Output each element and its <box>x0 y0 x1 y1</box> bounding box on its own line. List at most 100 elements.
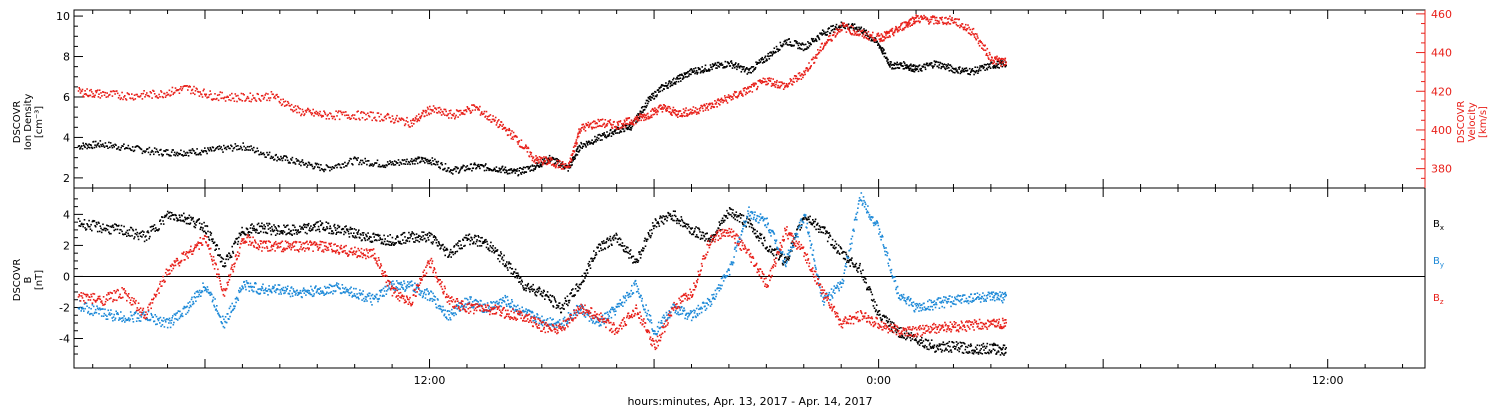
data-point-ion-density <box>985 67 988 70</box>
data-point-bx <box>249 231 251 233</box>
data-point-ion-density <box>300 164 302 167</box>
data-point-velocity <box>901 29 903 32</box>
data-point-ion-density <box>260 153 263 156</box>
data-point-bx <box>966 346 969 349</box>
data-point-ion-density <box>457 167 459 169</box>
data-point-bx <box>889 324 891 327</box>
data-point-ion-density <box>797 47 799 50</box>
data-point-velocity <box>465 109 467 111</box>
data-point-bx <box>359 237 361 239</box>
data-point-velocity <box>393 121 396 124</box>
data-point-bx <box>94 225 97 228</box>
data-point-velocity <box>766 77 769 80</box>
data-point-ion-density <box>938 64 941 66</box>
data-point-ion-density <box>731 62 733 64</box>
data-point-bx <box>954 348 957 350</box>
data-point-bx <box>663 215 665 218</box>
data-point-velocity <box>563 163 565 165</box>
data-point-bx <box>628 257 630 259</box>
data-point-bx <box>470 237 473 239</box>
data-point-ion-density <box>697 71 699 74</box>
data-point-ion-density <box>595 140 597 143</box>
data-point-ion-density <box>951 67 954 69</box>
data-point-bx <box>675 215 677 218</box>
data-point-velocity <box>131 97 134 100</box>
data-point-velocity <box>389 117 391 119</box>
data-point-bx <box>396 235 399 237</box>
data-point-ion-density <box>958 68 960 70</box>
data-point-velocity <box>759 79 761 81</box>
data-point-bx <box>522 287 525 289</box>
data-point-bx <box>287 232 290 234</box>
data-point-bx <box>735 211 738 213</box>
data-point-bx <box>795 234 797 236</box>
data-point-ion-density <box>523 172 525 174</box>
data-point-ion-density <box>984 69 986 71</box>
data-point-ion-density <box>430 163 433 166</box>
data-point-velocity <box>796 77 799 80</box>
data-point-bx <box>935 350 937 352</box>
data-point-bx <box>187 217 190 219</box>
data-point-bx <box>722 221 725 223</box>
data-point-bx <box>593 257 596 260</box>
data-point-bx <box>694 227 696 230</box>
data-point-bx <box>85 228 88 230</box>
data-point-velocity <box>307 108 310 111</box>
data-point-bx <box>309 227 311 229</box>
data-point-bx <box>708 237 711 240</box>
data-point-velocity <box>580 127 583 129</box>
data-point-velocity <box>326 115 329 117</box>
data-point-ion-density <box>581 147 583 149</box>
data-point-velocity <box>425 111 427 114</box>
data-point-velocity <box>582 123 585 126</box>
data-point-bx <box>748 225 751 228</box>
data-point-bx <box>237 240 240 243</box>
data-point-velocity <box>252 94 254 97</box>
data-point-velocity <box>133 94 136 96</box>
data-point-ion-density <box>802 43 804 45</box>
data-point-bx <box>486 243 489 245</box>
data-point-velocity <box>697 111 700 113</box>
data-point-bx <box>145 235 147 237</box>
data-point-bx <box>680 216 683 218</box>
data-point-velocity <box>640 116 643 118</box>
data-point-bx <box>97 221 100 224</box>
data-point-ion-density <box>290 159 293 161</box>
data-point-velocity <box>449 112 451 115</box>
data-point-velocity <box>165 94 168 97</box>
data-point-velocity <box>894 29 896 32</box>
data-point-bx <box>128 229 131 231</box>
data-point-velocity <box>988 51 991 54</box>
data-point-ion-density <box>116 147 119 150</box>
data-point-ion-density <box>918 64 921 66</box>
data-point-ion-density <box>968 67 971 70</box>
data-point-ion-density <box>340 167 343 169</box>
data-point-bx <box>169 211 171 214</box>
data-point-ion-density <box>695 69 698 72</box>
data-point-velocity <box>742 87 745 90</box>
data-point-ion-density <box>536 164 539 167</box>
data-point-bx <box>225 255 228 257</box>
data-point-velocity <box>684 109 687 112</box>
data-point-bx <box>679 220 681 222</box>
data-point-ion-density <box>684 76 687 78</box>
data-point-ion-density <box>772 50 774 53</box>
data-point-velocity <box>707 109 710 111</box>
data-point-velocity <box>565 166 568 168</box>
data-point-ion-density <box>267 153 270 156</box>
data-point-velocity <box>542 161 544 164</box>
data-point-bx <box>453 245 456 247</box>
data-point-ion-density <box>356 159 358 161</box>
data-point-ion-density <box>528 166 531 168</box>
data-point-velocity <box>674 109 676 111</box>
data-point-velocity <box>93 96 96 98</box>
data-point-velocity <box>688 113 691 115</box>
data-point-ion-density <box>848 28 850 30</box>
data-point-ion-density <box>541 158 544 161</box>
data-point-velocity <box>577 133 579 135</box>
data-point-bx <box>996 351 998 354</box>
data-point-ion-density <box>902 65 904 67</box>
data-point-velocity <box>788 82 791 84</box>
data-point-velocity <box>741 94 743 96</box>
data-point-bx <box>157 229 160 231</box>
